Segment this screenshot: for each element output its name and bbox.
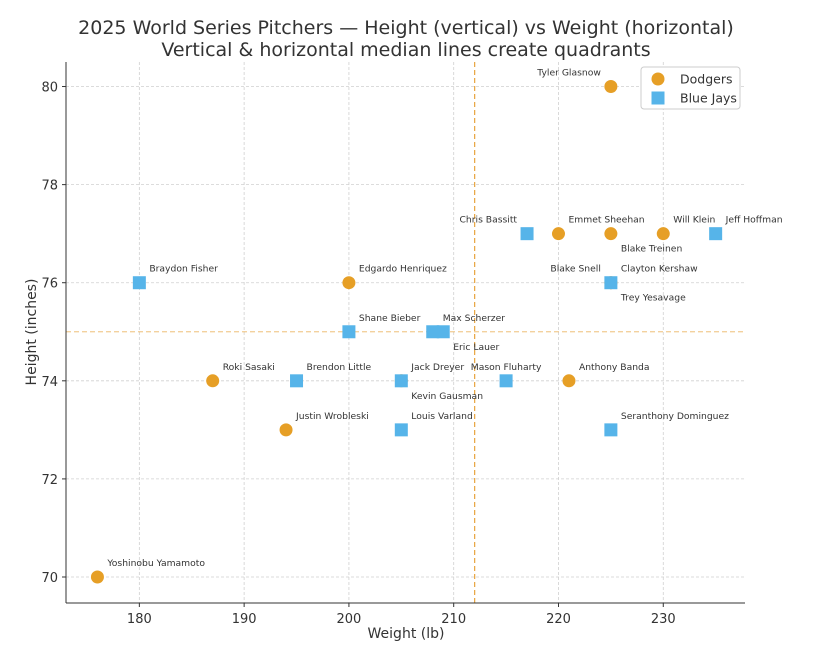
- blue-jays-point: [394, 423, 408, 437]
- dodgers-point: [206, 374, 220, 388]
- x-tick-label: 230: [651, 612, 676, 627]
- point-label: Yoshinobu Yamamoto: [106, 558, 205, 569]
- point-label: Justin Wrobleski: [295, 411, 369, 422]
- dodgers-point: [279, 423, 293, 437]
- x-axis-label: Weight (lb): [368, 626, 445, 642]
- point-label: Braydon Fisher: [149, 264, 218, 275]
- blue-jays-point: [604, 276, 618, 290]
- data-points: [90, 80, 723, 584]
- point-label: Eric Lauer: [453, 342, 499, 353]
- axes: 180 190 200 210 220 230 70 72 74 76 78 80: [41, 62, 745, 627]
- y-axis-label: Height (inches): [24, 279, 40, 386]
- chart-title: 2025 World Series Pitchers — Height (ver…: [78, 17, 734, 39]
- point-label: Tyler Glasnow: [536, 68, 601, 79]
- point-label: Jeff Hoffman: [725, 215, 783, 226]
- point-label: Louis Varland: [411, 411, 472, 422]
- point-label: Trey Yesavage: [620, 293, 686, 304]
- point-label: Emmet Sheehan: [568, 215, 644, 226]
- point-label: Clayton Kershaw: [621, 264, 698, 275]
- blue-jays-point: [394, 374, 408, 388]
- y-tick-label: 76: [41, 277, 58, 292]
- chart-subtitle: Vertical & horizontal median lines creat…: [161, 39, 650, 61]
- point-labels: Yoshinobu Yamamoto Roki Sasaki Justin Wrob…: [106, 68, 782, 569]
- median-lines: [66, 62, 745, 603]
- point-label: Edgardo Henriquez: [359, 264, 447, 275]
- point-label: Blake Treinen: [621, 244, 683, 255]
- dodgers-point: [604, 80, 618, 94]
- dodgers-point: [90, 570, 104, 584]
- x-tick-label: 210: [441, 612, 466, 627]
- point-label: Will Klein: [673, 215, 715, 226]
- point-label: Chris Bassitt: [460, 215, 518, 226]
- y-tick-label: 70: [41, 571, 58, 586]
- point-label: Kevin Gausman: [411, 391, 483, 402]
- dodgers-point: [562, 374, 576, 388]
- blue-jays-point: [604, 423, 618, 437]
- legend-label: Blue Jays: [680, 91, 737, 106]
- x-tick-label: 180: [127, 612, 152, 627]
- dodgers-point: [342, 276, 356, 290]
- dodgers-point: [604, 227, 618, 241]
- x-tick-label: 200: [337, 612, 362, 627]
- legend-box: [640, 66, 741, 110]
- x-tick-label: 190: [232, 612, 257, 627]
- y-tick-label: 78: [41, 179, 58, 194]
- y-tick-label: 74: [41, 375, 58, 390]
- dodgers-point: [551, 227, 565, 241]
- legend: Dodgers Blue Jays: [640, 66, 741, 110]
- blue-jays-point: [520, 227, 534, 241]
- point-label: Anthony Banda: [579, 362, 650, 373]
- x-tick-label: 220: [546, 612, 571, 627]
- blue-jays-point: [426, 325, 440, 339]
- point-label: Roki Sasaki: [223, 362, 275, 373]
- grid: [66, 62, 745, 603]
- legend-label: Dodgers: [680, 72, 732, 87]
- blue-jays-point: [499, 374, 513, 388]
- point-label: Brendon Little: [307, 362, 372, 373]
- point-label: Blake Snell: [550, 264, 600, 275]
- blue-jays-point: [436, 325, 450, 339]
- blue-jays-point: [342, 325, 356, 339]
- blue-jays-point: [132, 276, 146, 290]
- point-label: Seranthony Dominguez: [621, 411, 729, 422]
- blue-jays-point: [290, 374, 304, 388]
- point-label: Max Scherzer: [443, 313, 506, 324]
- legend-circle-icon: [651, 72, 665, 86]
- point-label: Mason Fluharty: [471, 362, 542, 373]
- blue-jays-point: [709, 227, 723, 241]
- point-label: Shane Bieber: [359, 313, 421, 324]
- y-tick-label: 80: [41, 81, 58, 96]
- dodgers-point: [656, 227, 670, 241]
- legend-square-icon: [651, 91, 665, 105]
- y-tick-label: 72: [41, 473, 58, 488]
- point-label: Jack Dreyer: [410, 362, 464, 373]
